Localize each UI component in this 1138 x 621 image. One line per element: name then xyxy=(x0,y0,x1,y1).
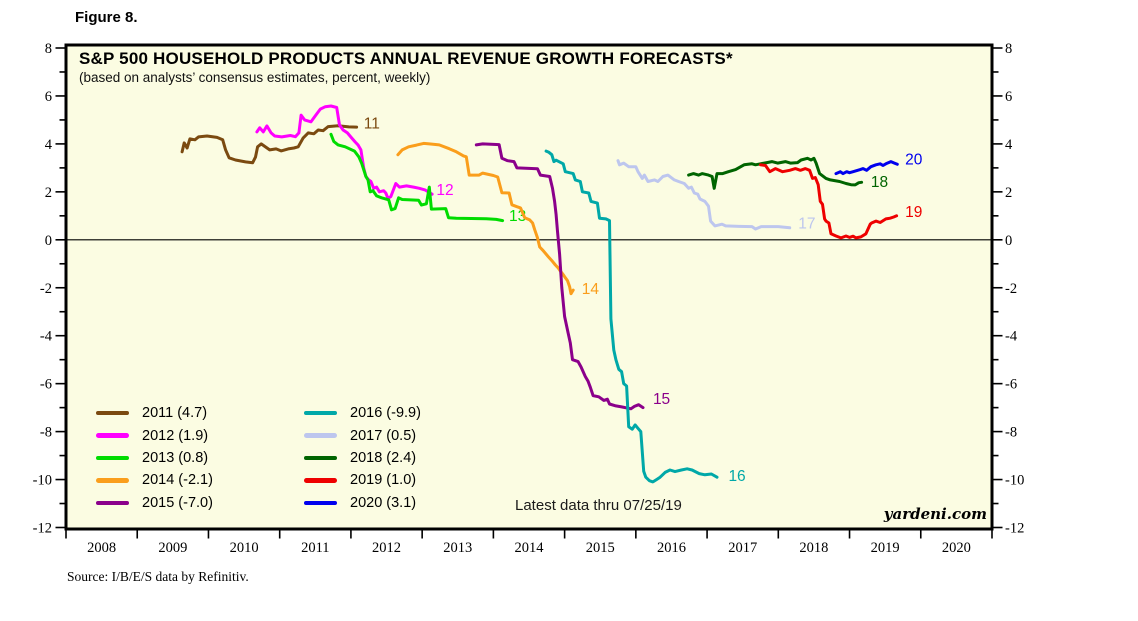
x-axis-label: 2014 xyxy=(515,540,545,556)
legend-item-2019: 2019 (1.0) xyxy=(304,469,421,491)
legend-label-2019: 2019 (1.0) xyxy=(350,472,417,489)
x-axis-label: 2019 xyxy=(871,540,900,556)
series-end-label-2012: 12 xyxy=(436,182,453,199)
legend-item-2014: 2014 (-2.1) xyxy=(96,469,304,491)
legend-swatch-2017 xyxy=(304,433,337,438)
series-end-label-2014: 14 xyxy=(582,281,600,298)
legend-swatch-2014 xyxy=(96,478,129,483)
legend-swatch-2018 xyxy=(304,455,337,461)
series-end-label-2019: 19 xyxy=(905,204,922,221)
legend-item-2017: 2017 (0.5) xyxy=(304,424,421,446)
y-axis-label-right: -4 xyxy=(1005,329,1018,345)
y-axis-label-right: -10 xyxy=(1005,473,1024,489)
legend-swatch-2016 xyxy=(304,410,337,416)
legend-label-2011: 2011 (4.7) xyxy=(142,405,208,422)
series-end-label-2018: 18 xyxy=(871,174,888,191)
y-axis-label-left: 0 xyxy=(45,233,52,249)
legend-swatch-2013 xyxy=(96,455,129,461)
legend-label-2020: 2020 (3.1) xyxy=(350,494,417,511)
latest-data-note: Latest data thru 07/25/19 xyxy=(515,497,682,514)
y-axis-label-left: -10 xyxy=(33,473,52,489)
y-axis-label-right: 6 xyxy=(1005,89,1012,105)
legend-swatch-2020 xyxy=(304,500,337,505)
x-axis-label: 2011 xyxy=(301,540,329,556)
x-axis-label: 2009 xyxy=(158,540,187,556)
source-note: Source: I/B/E/S data by Refinitiv. xyxy=(67,569,249,584)
chart-title: S&P 500 HOUSEHOLD PRODUCTS ANNUAL REVENU… xyxy=(79,49,733,68)
series-line-2015 xyxy=(474,142,645,411)
y-axis-label-right: -12 xyxy=(1005,521,1024,537)
legend-item-2012: 2012 (1.9) xyxy=(96,424,304,446)
legend-swatch-2011 xyxy=(96,410,129,416)
series-end-label-2015: 15 xyxy=(653,391,670,408)
series-line-2019 xyxy=(759,163,899,240)
legend-swatch-2012 xyxy=(96,433,129,438)
series-line-2016 xyxy=(544,149,719,484)
x-axis-label: 2008 xyxy=(87,540,116,556)
series-end-label-2017: 17 xyxy=(798,215,815,232)
x-axis-label: 2015 xyxy=(586,540,615,556)
y-axis-label-left: -6 xyxy=(40,377,52,393)
y-axis-label-left: -2 xyxy=(40,281,52,297)
series-line-2018 xyxy=(687,156,864,190)
x-axis-label: 2017 xyxy=(728,540,757,556)
x-axis-label: 2018 xyxy=(799,540,828,556)
y-axis-label-left: -4 xyxy=(40,329,53,345)
x-axis-label: 2012 xyxy=(372,540,401,556)
legend-label-2018: 2018 (2.4) xyxy=(350,449,417,466)
chart-legend: 2011 (4.7) 2012 (1.9) 2013 (0.8) 2014 (-2.1… xyxy=(96,402,421,514)
y-axis-label-left: 8 xyxy=(45,41,52,57)
legend-swatch-2015 xyxy=(96,500,129,505)
legend-label-2013: 2013 (0.8) xyxy=(142,449,209,466)
y-axis-label-right: 0 xyxy=(1005,233,1012,249)
legend-label-2015: 2015 (-7.0) xyxy=(142,494,213,511)
x-axis-label: 2010 xyxy=(230,540,259,556)
legend-item-2016: 2016 (-9.9) xyxy=(304,402,421,424)
legend-label-2014: 2014 (-2.1) xyxy=(142,472,213,489)
y-axis-label-left: -12 xyxy=(33,521,52,537)
y-axis-label-left: 4 xyxy=(45,137,53,153)
watermark: yardeni.com xyxy=(883,505,987,523)
plot-area xyxy=(64,43,994,531)
y-axis-label-left: -8 xyxy=(40,425,52,441)
y-axis-label-right: 4 xyxy=(1005,137,1013,153)
legend-item-2020: 2020 (3.1) xyxy=(304,492,421,514)
y-axis-label-right: -8 xyxy=(1005,425,1017,441)
y-axis-label-right: -2 xyxy=(1005,281,1017,297)
y-axis-label-right: -6 xyxy=(1005,377,1017,393)
series-line-2012 xyxy=(255,104,434,200)
legend-label-2012: 2012 (1.9) xyxy=(142,427,209,444)
x-axis-label: 2020 xyxy=(942,540,971,556)
x-axis-label: 2013 xyxy=(443,540,472,556)
series-end-label-2020: 20 xyxy=(905,151,923,168)
legend-label-2016: 2016 (-9.9) xyxy=(350,405,421,422)
legend-item-2018: 2018 (2.4) xyxy=(304,447,421,469)
legend-label-2017: 2017 (0.5) xyxy=(350,427,417,444)
legend-item-2015: 2015 (-7.0) xyxy=(96,492,304,514)
x-axis-label: 2016 xyxy=(657,540,686,556)
legend-item-2011: 2011 (4.7) xyxy=(96,402,304,424)
series-line-2020 xyxy=(834,160,899,176)
y-axis-label-left: 2 xyxy=(45,185,52,201)
series-end-label-2011: 11 xyxy=(364,116,380,133)
y-axis-label-right: 8 xyxy=(1005,41,1012,57)
y-axis-label-right: 2 xyxy=(1005,185,1012,201)
figure-label: Figure 8. xyxy=(75,9,138,26)
legend-item-2013: 2013 (0.8) xyxy=(96,447,304,469)
series-line-2011 xyxy=(180,124,359,165)
series-line-2017 xyxy=(616,159,792,231)
y-axis-label-left: 6 xyxy=(45,89,52,105)
chart-subtitle: (based on analysts’ consensus estimates,… xyxy=(79,70,431,85)
series-end-label-2016: 16 xyxy=(728,468,745,485)
series-line-2013 xyxy=(329,132,505,223)
legend-swatch-2019 xyxy=(304,478,337,483)
